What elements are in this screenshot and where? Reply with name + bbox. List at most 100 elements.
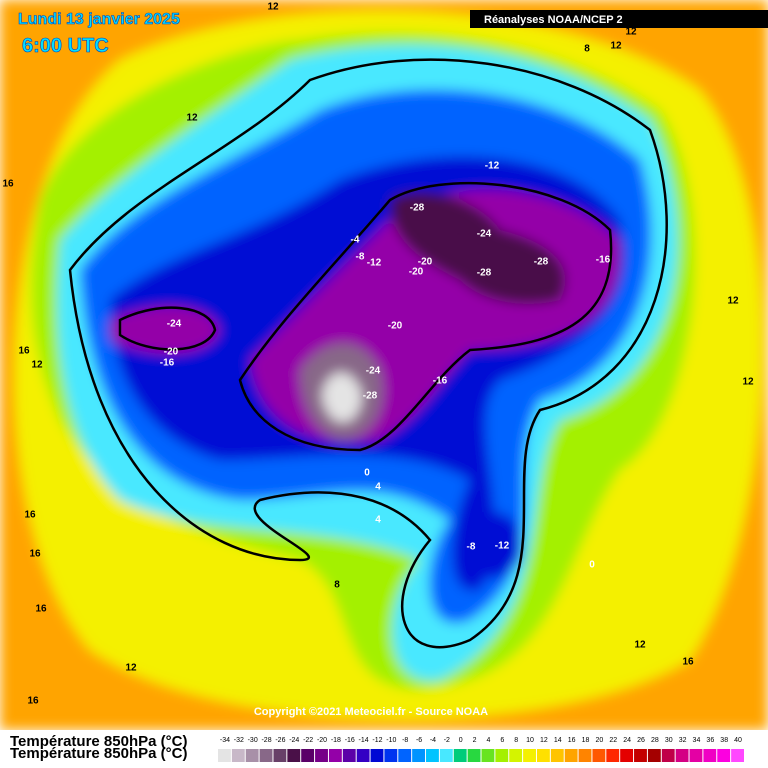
- scale-label: 30: [665, 737, 673, 744]
- copyright: Copyright ©2021 Meteociel.fr - Source NO…: [254, 706, 488, 718]
- contour-label: -28: [363, 391, 378, 402]
- scale-swatch: [273, 749, 287, 762]
- scale-swatch: [523, 749, 536, 762]
- contour-label: -24: [477, 229, 492, 240]
- contour-label: -12: [495, 541, 510, 552]
- scale-label: 20: [595, 737, 603, 744]
- scale-swatch: [287, 749, 301, 762]
- contour-label: -28: [410, 203, 425, 214]
- scale-swatch: [467, 749, 481, 762]
- scale-swatch: [564, 749, 578, 762]
- scale-swatch: [689, 749, 703, 762]
- scale-label: 26: [637, 737, 645, 744]
- scale-label: -32: [234, 737, 244, 744]
- scale-swatch: [342, 749, 356, 762]
- scale-swatch: [356, 749, 370, 762]
- contour-label: -20: [418, 257, 433, 268]
- legend-title-shadow: Température 850hPa (°C): [10, 745, 187, 762]
- date: Lundi 13 janvier 2025: [18, 11, 180, 28]
- scale-label: -18: [331, 737, 341, 744]
- scale-label: 38: [720, 737, 728, 744]
- contour-label: 12: [610, 41, 622, 52]
- scale-swatch: [412, 749, 426, 762]
- scale-swatch: [578, 749, 592, 762]
- scale-label: 40: [734, 737, 742, 744]
- temperature-field: [0, 0, 768, 730]
- scale-label: -12: [372, 737, 382, 744]
- scale-swatch: [398, 749, 412, 762]
- scale-swatch: [453, 749, 467, 762]
- scale-swatch: [315, 749, 328, 762]
- contour-label: 0: [589, 560, 595, 571]
- source-text: Réanalyses NOAA/NCEP 2: [484, 14, 623, 26]
- contour-label: 12: [31, 360, 43, 371]
- scale-swatch: [620, 749, 634, 762]
- scale-swatch: [717, 749, 731, 762]
- contour-label: 12: [634, 640, 646, 651]
- scale-label: -10: [386, 737, 396, 744]
- scale-swatch: [647, 749, 661, 762]
- scale-label: 36: [706, 737, 714, 744]
- time: 6:00 UTC: [22, 35, 109, 57]
- scale-swatch: [439, 749, 453, 762]
- scale-swatch: [509, 749, 523, 762]
- contour-label: 16: [18, 346, 30, 357]
- contour-label: 8: [334, 580, 340, 591]
- scale-label: 18: [582, 737, 590, 744]
- scale-swatch: [328, 749, 342, 762]
- scale-label: -16: [345, 737, 355, 744]
- scale-swatch: [301, 749, 315, 762]
- contour-label: 16: [682, 657, 694, 668]
- contour-label: 4: [375, 515, 381, 526]
- contour-label: -28: [477, 268, 492, 279]
- contour-label: 16: [35, 604, 47, 615]
- scale-label: 12: [540, 737, 548, 744]
- contour-label: 12: [625, 27, 637, 38]
- scale-swatch: [426, 749, 439, 762]
- contour-label: 16: [29, 549, 41, 560]
- scale-label: 10: [526, 737, 534, 744]
- contour-label: 12: [727, 296, 739, 307]
- scale-swatch: [384, 749, 398, 762]
- scale-label: 32: [679, 737, 687, 744]
- contour-label: 0: [364, 468, 370, 479]
- contour-label: -24: [366, 366, 381, 377]
- scale-swatch: [481, 749, 495, 762]
- scale-label: 4: [486, 737, 490, 744]
- scale-swatch: [231, 749, 245, 762]
- scale-swatch: [634, 749, 647, 762]
- scale-label: -2: [444, 737, 450, 744]
- scale-label: -28: [261, 737, 271, 744]
- scale-label: -4: [430, 737, 436, 744]
- contour-label: -20: [409, 267, 424, 278]
- scale-swatch: [218, 749, 231, 762]
- contour-label: -20: [164, 347, 179, 358]
- scale-label: -24: [289, 737, 299, 744]
- contour-label: -16: [160, 358, 175, 369]
- scale-label: -6: [416, 737, 422, 744]
- scale-swatch: [245, 749, 259, 762]
- contour-label: -4: [351, 235, 360, 246]
- contour-label: -8: [356, 252, 365, 263]
- contour-label: 16: [2, 179, 14, 190]
- scale-swatch: [703, 749, 717, 762]
- scale-label: -26: [275, 737, 285, 744]
- scale-label: 2: [473, 737, 477, 744]
- scale-label: -34: [220, 737, 230, 744]
- contour-label: -20: [388, 321, 403, 332]
- contour-label: -28: [534, 257, 549, 268]
- scale-swatch: [370, 749, 384, 762]
- contour-label: -16: [596, 255, 611, 266]
- scale-swatch: [661, 749, 675, 762]
- scale-swatch: [259, 749, 273, 762]
- scale-label: -8: [402, 737, 408, 744]
- contour-lines: [68, 58, 668, 649]
- scale-label: -20: [317, 737, 327, 744]
- contour-label: 16: [27, 696, 39, 707]
- scale-label: 8: [514, 737, 518, 744]
- scale-swatch: [495, 749, 509, 762]
- contour-label: -8: [467, 542, 476, 553]
- scale-label: 24: [623, 737, 631, 744]
- contour-label: 16: [24, 510, 36, 521]
